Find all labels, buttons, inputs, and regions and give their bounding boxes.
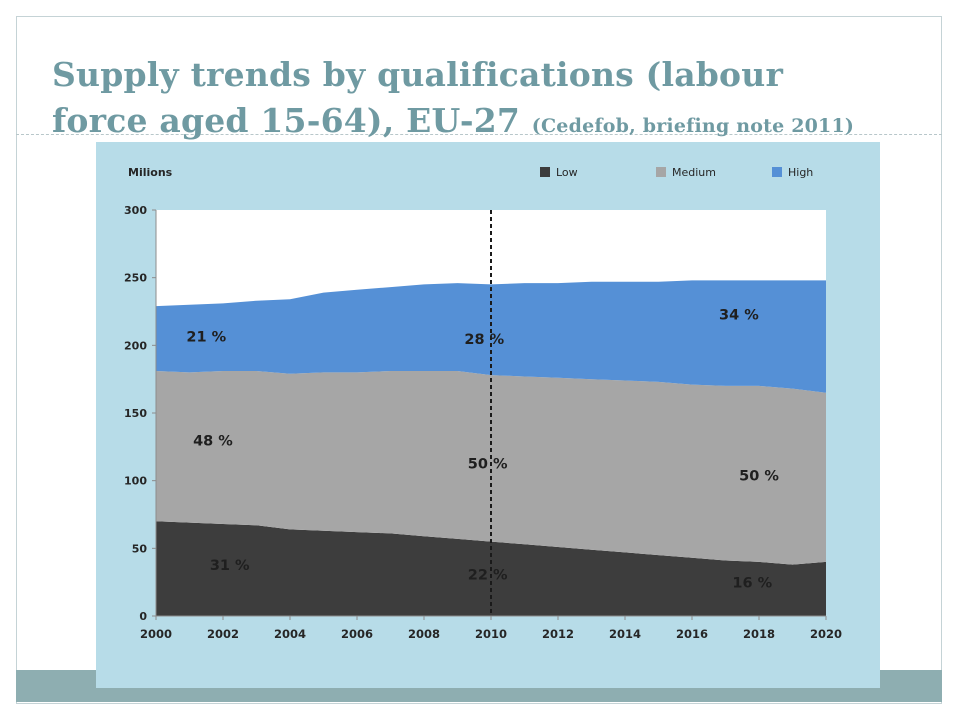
chart-panel: 0 50 100 150 200 250 300 2000 2002 2004 2006 2008 20… — [96, 142, 880, 688]
share-annotation: 31 % — [210, 558, 250, 574]
y-tick-label: 250 — [124, 272, 147, 285]
share-annotation: 21 % — [186, 329, 226, 345]
share-annotation: 22 % — [468, 567, 508, 583]
legend-swatch-medium — [656, 167, 666, 177]
x-tick-label: 2016 — [676, 627, 708, 641]
title-line-2-main: force aged 15-64), EU-27 — [52, 101, 521, 140]
x-tick-label: 2012 — [542, 627, 574, 641]
share-annotation: 16 % — [732, 576, 772, 592]
title-line-2: force aged 15-64), EU-27 (Cedefob, brief… — [52, 98, 932, 149]
y-tick-label: 300 — [124, 204, 147, 217]
unit-label: Milions — [128, 166, 173, 179]
y-tick-label: 0 — [139, 610, 147, 623]
x-tick-label: 2014 — [609, 627, 641, 641]
legend-label-high: High — [788, 166, 813, 179]
x-tick-label: 2006 — [341, 627, 373, 641]
title-divider — [16, 134, 942, 135]
slide-frame — [16, 16, 942, 704]
y-tick-label: 200 — [124, 339, 147, 352]
legend-swatch-high — [772, 167, 782, 177]
share-annotation: 50 % — [468, 456, 508, 472]
area-medium — [156, 371, 826, 565]
x-tick-label: 2000 — [140, 627, 172, 641]
y-tick-label: 100 — [124, 475, 147, 488]
x-tick-label: 2008 — [408, 627, 440, 641]
share-annotation: 34 % — [719, 308, 759, 324]
x-tick-label: 2020 — [810, 627, 842, 641]
x-tick-label: 2018 — [743, 627, 775, 641]
legend-swatch-low — [540, 167, 550, 177]
slide-title: Supply trends by qualifications (labour … — [52, 52, 932, 149]
share-annotation: 48 % — [193, 433, 233, 449]
y-tick-label: 150 — [124, 407, 147, 420]
share-annotation: 28 % — [464, 332, 504, 348]
stacked-area-chart: 0 50 100 150 200 250 300 2000 2002 2004 2006 2008 20… — [124, 166, 842, 641]
title-line-1: Supply trends by qualifications (labour — [52, 55, 784, 94]
legend-label-medium: Medium — [672, 166, 716, 179]
x-tick-label: 2002 — [207, 627, 239, 641]
legend-label-low: Low — [556, 166, 578, 179]
share-annotation: 50 % — [739, 469, 779, 485]
y-tick-label: 50 — [132, 542, 148, 555]
x-tick-label: 2010 — [475, 627, 507, 641]
title-source: (Cedefob, briefing note 2011) — [531, 115, 855, 137]
x-tick-label: 2004 — [274, 627, 306, 641]
